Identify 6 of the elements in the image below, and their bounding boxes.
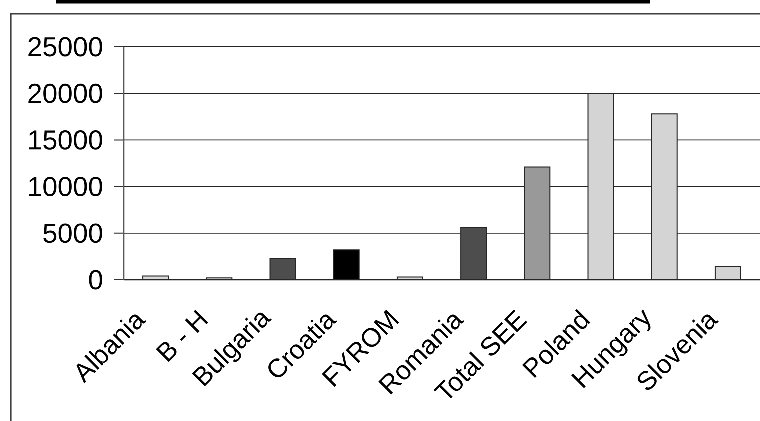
y-tick-label: 0 — [89, 270, 102, 290]
y-tick-label: 15000 — [29, 130, 102, 150]
y-tick-label: 5000 — [44, 224, 102, 244]
y-tick-label: 10000 — [29, 177, 102, 196]
y-tick-label: 25000 — [28, 37, 102, 57]
y-tick-label: 20000 — [28, 84, 102, 104]
